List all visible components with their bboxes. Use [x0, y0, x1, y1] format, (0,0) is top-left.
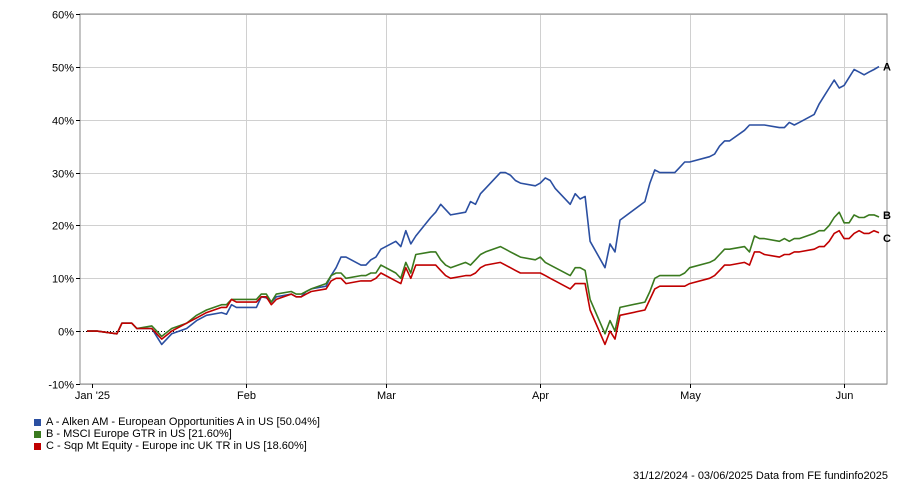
end-label-a: A: [883, 62, 891, 74]
legend-swatch-b: [34, 430, 41, 438]
legend-swatch-a: [34, 418, 41, 426]
line-chart: -10% 0% 10% 20% 30% 40% 50% 60% Jan '25 Feb Mar Apr…: [48, 10, 891, 403]
legend-label-a: A - Alken AM - European Opportunities A …: [46, 416, 320, 428]
x-tick-label: Feb: [237, 390, 256, 402]
series-line-b: [87, 211, 880, 338]
y-tick-label: 60%: [52, 10, 74, 22]
series-line-c: [87, 229, 880, 346]
legend-label-c: C - Sqp Mt Equity - Europe inc UK TR in …: [46, 440, 307, 452]
series-line-a: [87, 65, 880, 346]
legend-swatch-c: [34, 442, 41, 450]
end-label-b: B: [883, 210, 891, 222]
x-tick-label: Apr: [532, 390, 549, 402]
y-tick-label: 50%: [52, 63, 74, 75]
y-tick-label: 20%: [52, 221, 74, 233]
legend-item-a: A - Alken AM - European Opportunities A …: [34, 416, 320, 428]
x-tick-label: Jun: [836, 390, 854, 402]
legend-item-c: C - Sqp Mt Equity - Europe inc UK TR in …: [34, 440, 320, 452]
legend: A - Alken AM - European Opportunities A …: [34, 416, 320, 452]
x-tick-label: May: [680, 390, 701, 402]
source-footer: 31/12/2024 - 03/06/2025 Data from FE fun…: [632, 470, 888, 482]
y-tick-label: 10%: [52, 274, 74, 286]
x-tick-label: Jan '25: [75, 390, 110, 402]
end-label-c: C: [883, 233, 891, 245]
series-lines: [87, 65, 880, 346]
plot-frame: [79, 13, 888, 385]
end-labels: A BC: [883, 62, 891, 245]
y-tick-label: 0%: [58, 327, 74, 339]
x-tick-label: Mar: [377, 390, 396, 402]
legend-item-b: B - MSCI Europe GTR in US [21.60%]: [34, 428, 320, 440]
axes: -10% 0% 10% 20% 30% 40% 50% 60% Jan '25 Feb Mar Apr…: [48, 10, 888, 402]
y-tick-label: 30%: [52, 169, 74, 181]
y-tick-label: -10%: [48, 380, 74, 392]
grid: [80, 14, 887, 385]
y-tick-label: 40%: [52, 116, 74, 128]
legend-label-b: B - MSCI Europe GTR in US [21.60%]: [46, 428, 232, 440]
